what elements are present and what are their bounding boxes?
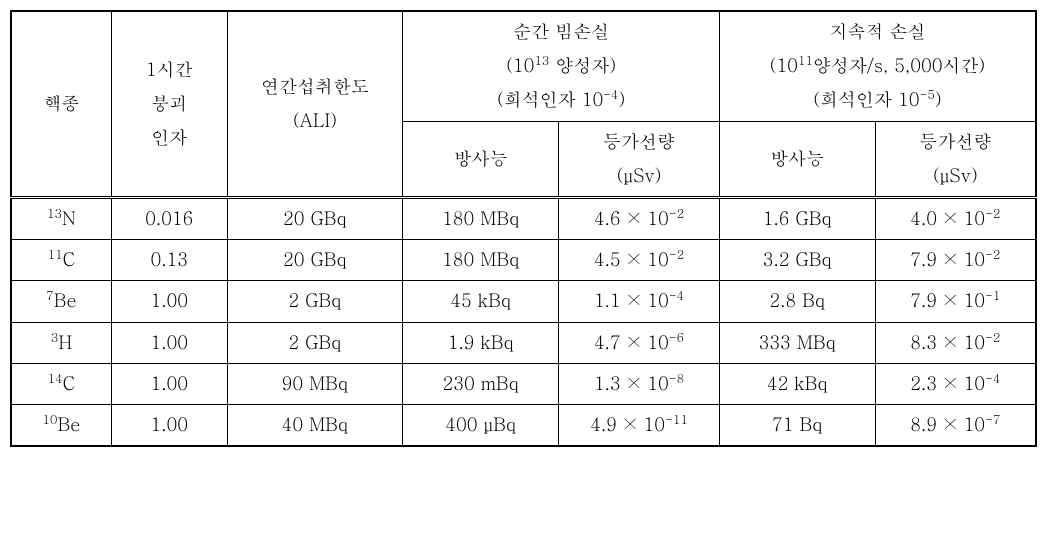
header-instant-activity: 방사능 (403, 121, 559, 197)
cell-cont-dose: 7.9 × 10-2 (875, 240, 1036, 281)
cell-decay-factor: 0.13 (111, 240, 227, 281)
cell-decay-factor: 1.00 (111, 322, 227, 363)
cell-cont-activity: 42 kBq (719, 363, 875, 404)
cell-cont-dose: 8.9 × 10-7 (875, 404, 1036, 446)
cell-decay-factor: 1.00 (111, 281, 227, 322)
header-cont-dose: 등가선량 (μSv) (875, 121, 1036, 197)
table-row: 10Be1.0040 MBq400 μBq4.9 × 10-1171 Bq8.9… (11, 404, 1036, 446)
cell-ali: 20 GBq (227, 197, 403, 239)
cell-instant-dose: 1.1 × 10-4 (559, 281, 720, 322)
cell-ali: 90 MBq (227, 363, 403, 404)
cell-cont-dose: 2.3 × 10-4 (875, 363, 1036, 404)
cell-instant-dose: 4.7 × 10-6 (559, 322, 720, 363)
cell-ali: 20 GBq (227, 240, 403, 281)
cell-decay-factor: 0.016 (111, 197, 227, 239)
table-row: 13N0.01620 GBq180 MBq4.6 × 10-21.6 GBq4.… (11, 197, 1036, 239)
cell-cont-activity: 3.2 GBq (719, 240, 875, 281)
table-row: 7Be1.002 GBq45 kBq1.1 × 10-42.8 Bq7.9 × … (11, 281, 1036, 322)
header-ali-l2: (ALI) (293, 108, 337, 133)
table-header: 핵종 1시간 붕괴 인자 연간섭취한도 (ALI) 순간 빔손실 (1013 양… (11, 11, 1036, 197)
header-instant-dose: 등가선량 (μSv) (559, 121, 720, 197)
cell-cont-activity: 2.8 Bq (719, 281, 875, 322)
cell-ali: 2 GBq (227, 322, 403, 363)
header-instant-loss-title: 순간 빔손실 (513, 19, 609, 44)
cell-decay-factor: 1.00 (111, 404, 227, 446)
cell-ali: 2 GBq (227, 281, 403, 322)
cell-instant-activity: 400 μBq (403, 404, 559, 446)
cell-instant-activity: 230 mBq (403, 363, 559, 404)
cell-instant-dose: 1.3 × 10-8 (559, 363, 720, 404)
table-row: 3H1.002 GBq1.9 kBq4.7 × 10-6333 MBq8.3 ×… (11, 322, 1036, 363)
cell-cont-dose: 4.0 × 10-2 (875, 197, 1036, 239)
cell-instant-dose: 4.6 × 10-2 (559, 197, 720, 239)
cell-nuclide: 10Be (11, 404, 111, 446)
header-cont-activity: 방사능 (719, 121, 875, 197)
table-row: 14C1.0090 MBq230 mBq1.3 × 10-842 kBq2.3 … (11, 363, 1036, 404)
cell-nuclide: 14C (11, 363, 111, 404)
cell-instant-activity: 180 MBq (403, 197, 559, 239)
header-decay-factor: 1시간 붕괴 인자 (111, 11, 227, 197)
header-ali-l1: 연간섭취한도 (261, 74, 369, 99)
cell-nuclide: 13N (11, 197, 111, 239)
radiation-table: 핵종 1시간 붕괴 인자 연간섭취한도 (ALI) 순간 빔손실 (1013 양… (10, 10, 1037, 447)
header-decay-factor-l1: 1시간 (146, 57, 193, 82)
header-continuous-loss: 지속적 손실 (1011양성자/s, 5,000시간) (희석인자 10-5) (719, 11, 1036, 121)
cell-nuclide: 3H (11, 322, 111, 363)
cell-nuclide: 7Be (11, 281, 111, 322)
header-ali: 연간섭취한도 (ALI) (227, 11, 403, 197)
cell-instant-dose: 4.5 × 10-2 (559, 240, 720, 281)
header-decay-factor-l3: 인자 (151, 125, 187, 150)
cell-cont-activity: 1.6 GBq (719, 197, 875, 239)
cell-ali: 40 MBq (227, 404, 403, 446)
cell-cont-dose: 7.9 × 10-1 (875, 281, 1036, 322)
cell-decay-factor: 1.00 (111, 363, 227, 404)
cell-instant-activity: 45 kBq (403, 281, 559, 322)
cell-nuclide: 11C (11, 240, 111, 281)
cell-instant-dose: 4.9 × 10-11 (559, 404, 720, 446)
cell-cont-activity: 71 Bq (719, 404, 875, 446)
cell-cont-activity: 333 MBq (719, 322, 875, 363)
header-decay-factor-l2: 붕괴 (151, 91, 187, 116)
cell-cont-dose: 8.3 × 10-2 (875, 322, 1036, 363)
table-body: 13N0.01620 GBq180 MBq4.6 × 10-21.6 GBq4.… (11, 197, 1036, 446)
cell-instant-activity: 1.9 kBq (403, 322, 559, 363)
cell-instant-activity: 180 MBq (403, 240, 559, 281)
table-row: 11C0.1320 GBq180 MBq4.5 × 10-23.2 GBq7.9… (11, 240, 1036, 281)
header-nuclide: 핵종 (11, 11, 111, 197)
header-instant-loss: 순간 빔손실 (1013 양성자) (희석인자 10-4) (403, 11, 720, 121)
header-cont-loss-title: 지속적 손실 (829, 19, 925, 44)
